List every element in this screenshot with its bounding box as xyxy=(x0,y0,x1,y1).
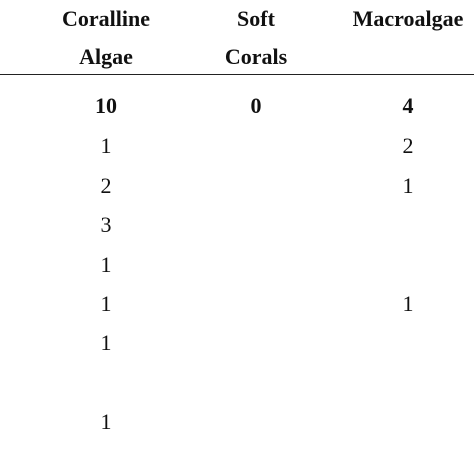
header-coralline-algae: Coralline Algae xyxy=(48,0,164,76)
table-row: 2 1 xyxy=(0,172,474,200)
table-row: 1 2 xyxy=(0,132,474,160)
table-row: 1 1 xyxy=(0,290,474,318)
total-row: 10 0 4 xyxy=(0,92,474,120)
table-cell: 1 xyxy=(100,330,112,355)
table-row: 1 xyxy=(0,408,474,436)
header-line: Corals xyxy=(224,44,288,69)
header-line: Macroalgae xyxy=(352,6,464,31)
table-cell: 0 xyxy=(250,93,262,118)
table-row: 1 xyxy=(0,329,474,357)
table-cell: 4 xyxy=(402,93,414,118)
header-line: Soft xyxy=(237,6,275,31)
header-macroalgae: Macroalgae xyxy=(342,0,474,38)
table-cell: 1 xyxy=(402,291,414,316)
table-cell: 1 xyxy=(100,409,112,434)
table-cell: 1 xyxy=(100,252,112,277)
header-line: Coralline xyxy=(62,6,150,31)
table-cell: 2 xyxy=(100,173,112,198)
table-cell: 10 xyxy=(95,93,117,118)
table-row: 3 xyxy=(0,211,474,239)
table-cell: 1 xyxy=(100,133,112,158)
table-row xyxy=(0,369,474,397)
table-cell: 2 xyxy=(402,133,414,158)
table-cell: 3 xyxy=(100,212,112,237)
header-line: Algae xyxy=(79,44,133,69)
table-cell: 1 xyxy=(100,291,112,316)
header-divider xyxy=(0,74,474,75)
table-cell: 1 xyxy=(402,173,414,198)
header-soft-corals: Soft Corals xyxy=(206,0,306,76)
table-row: 1 xyxy=(0,251,474,279)
